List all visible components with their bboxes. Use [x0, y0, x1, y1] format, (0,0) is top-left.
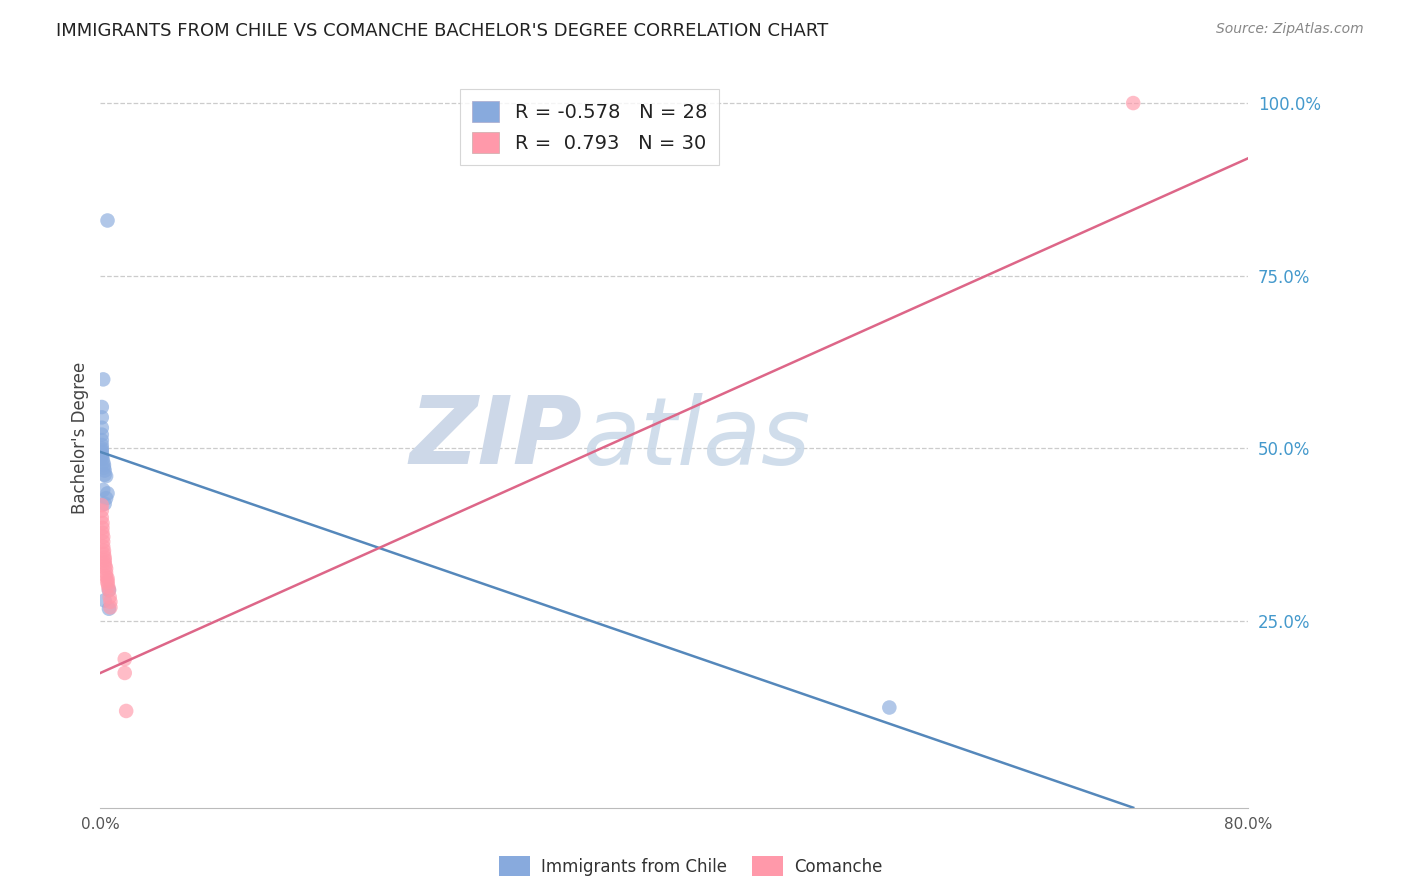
Point: [91, 451, 114, 466]
Point: [96, 571, 118, 585]
Point: [100, 595, 122, 609]
Point: [91, 540, 114, 554]
Point: [90, 438, 112, 452]
Point: [93, 593, 115, 607]
Point: [90, 498, 112, 512]
Point: [90, 449, 112, 463]
Point: [94, 558, 117, 573]
Point: [97, 580, 120, 594]
Text: IMMIGRANTS FROM CHILE VS COMANCHE BACHELOR'S DEGREE CORRELATION CHART: IMMIGRANTS FROM CHILE VS COMANCHE BACHEL…: [56, 22, 828, 40]
Point: [93, 556, 115, 570]
Point: [93, 458, 115, 472]
Point: [93, 543, 115, 558]
Point: [115, 704, 138, 718]
Point: [90, 421, 112, 435]
Point: [90, 443, 112, 458]
Point: [93, 553, 115, 567]
Point: [91, 530, 114, 544]
Point: [94, 469, 117, 483]
Point: [97, 583, 120, 598]
Point: [96, 486, 118, 500]
Point: [100, 600, 122, 615]
Point: [96, 576, 118, 591]
Point: [94, 562, 117, 576]
Point: [91, 483, 114, 497]
Point: [94, 491, 117, 506]
Point: [94, 569, 117, 583]
Text: Comanche: Comanche: [794, 858, 883, 876]
Text: atlas: atlas: [582, 392, 811, 483]
Point: [1122, 96, 1144, 111]
Point: [98, 590, 121, 604]
Point: [93, 464, 115, 478]
Point: [96, 574, 118, 588]
Y-axis label: Bachelor's Degree: Bachelor's Degree: [72, 362, 89, 514]
Text: ZIP: ZIP: [409, 392, 582, 484]
Point: [91, 516, 114, 530]
Legend: R = -0.578   N = 28, R =  0.793   N = 30: R = -0.578 N = 28, R = 0.793 N = 30: [460, 89, 718, 165]
Text: Source: ZipAtlas.com: Source: ZipAtlas.com: [1216, 22, 1364, 37]
Point: [90, 400, 112, 414]
Point: [91, 534, 114, 549]
Point: [91, 372, 114, 386]
Point: [114, 652, 136, 666]
Point: [90, 445, 112, 459]
Point: [90, 450, 112, 464]
Point: [93, 460, 115, 475]
Point: [91, 455, 114, 469]
Point: [93, 550, 115, 565]
Point: [91, 521, 114, 535]
Point: [97, 601, 120, 615]
Point: [90, 427, 112, 442]
Point: [97, 583, 120, 598]
Point: [114, 665, 136, 680]
Point: [90, 510, 112, 524]
Point: [90, 442, 112, 456]
Point: [93, 547, 115, 561]
Point: [93, 467, 115, 482]
Point: [879, 700, 901, 714]
Point: [94, 566, 117, 580]
Point: [90, 410, 112, 425]
Point: [91, 525, 114, 540]
Text: Immigrants from Chile: Immigrants from Chile: [541, 858, 727, 876]
Point: [93, 497, 115, 511]
Point: [90, 433, 112, 447]
Point: [96, 213, 118, 227]
Point: [90, 503, 112, 517]
